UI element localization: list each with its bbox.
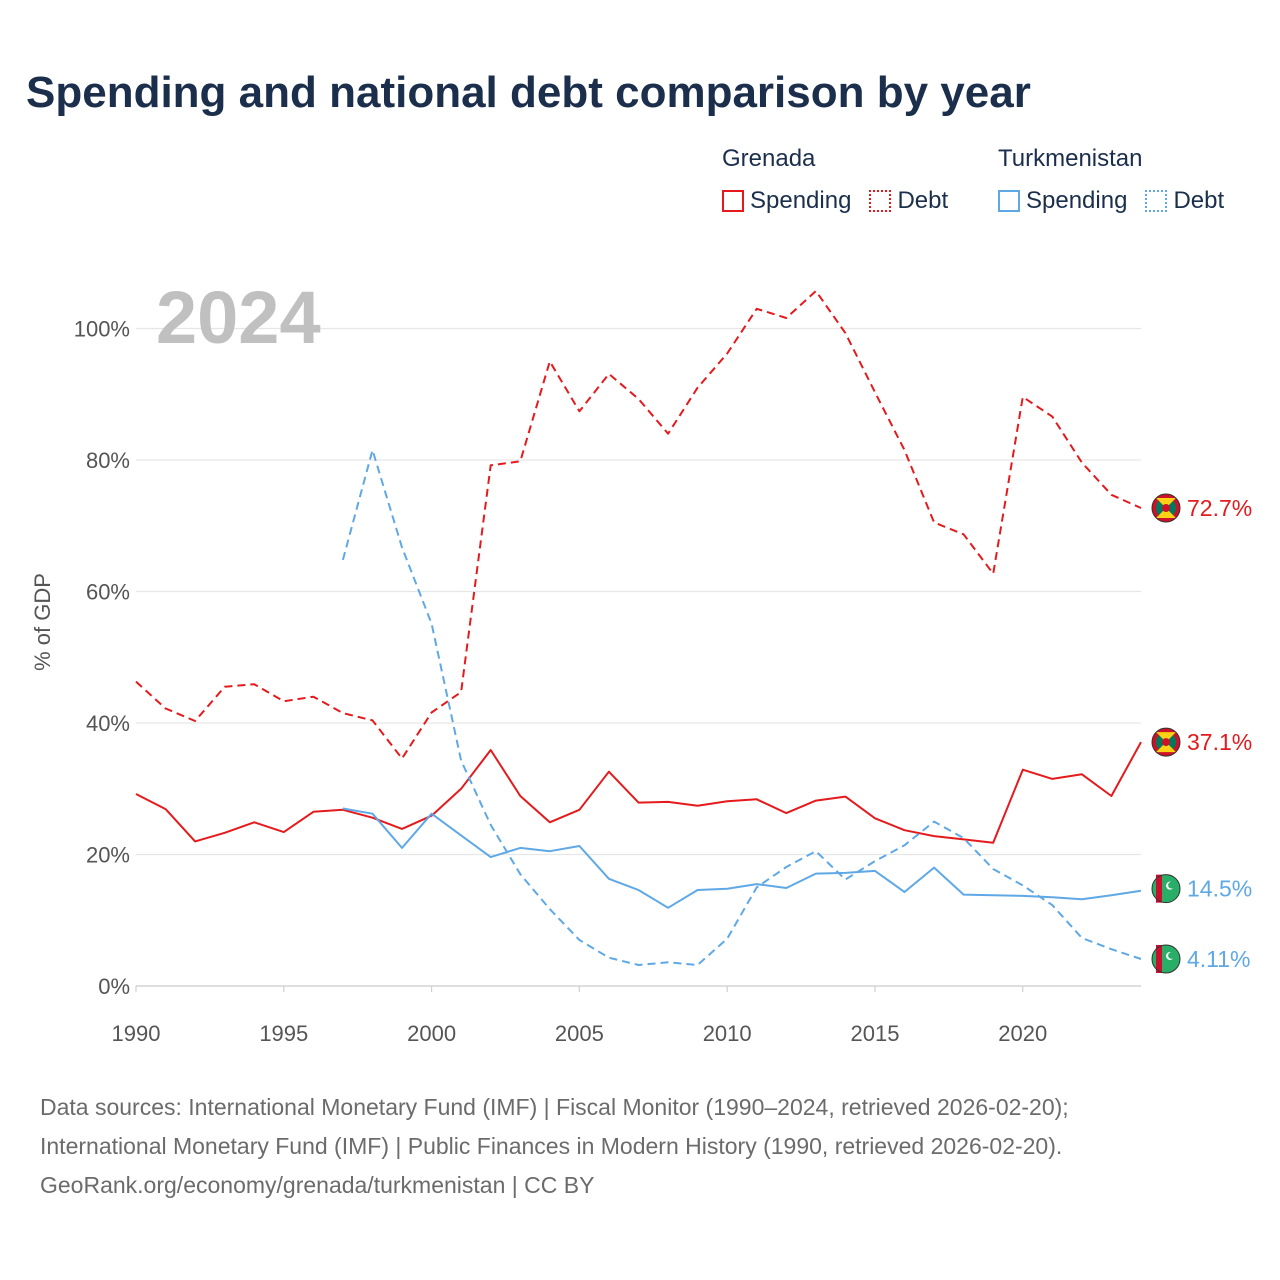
- end-value-label: 4.11%: [1187, 946, 1251, 972]
- x-tick-label: 1995: [259, 1021, 308, 1046]
- end-value-label: 37.1%: [1187, 729, 1252, 755]
- source-line-3: GeoRank.org/economy/grenada/turkmenistan…: [40, 1172, 595, 1198]
- legend-label: Debt: [897, 187, 949, 214]
- chart-title: Spending and national debt comparison by…: [26, 68, 1031, 117]
- end-markers: 72.7% 37.1% 14.5% 4.11%: [1151, 493, 1252, 974]
- legend-group-name: Turkmenistan: [998, 145, 1143, 172]
- series-line-turkmenistan-debt[interactable]: [341, 449, 1142, 966]
- turkmenistan-flag-icon: [1151, 944, 1181, 974]
- end-value-label: 72.7%: [1187, 495, 1252, 521]
- line-chart: 2024 0% 20% 40% 60% 80% 100% 1990 1995 2000 2005…: [30, 276, 1252, 1046]
- x-tick-label: 2020: [998, 1021, 1047, 1046]
- grenada-flag-icon: [1151, 727, 1181, 757]
- series-line-turkmenistan-spending[interactable]: [342, 807, 1142, 909]
- legend-item-grenada-spending[interactable]: Spending: [722, 187, 851, 215]
- legend-group-turkmenistan: Turkmenistan Spending Debt: [998, 145, 1242, 215]
- y-tick-label: 60%: [86, 580, 130, 605]
- y-tick-label: 40%: [86, 711, 130, 736]
- x-tick-label: 2000: [407, 1021, 456, 1046]
- legend-group-name: Grenada: [722, 145, 816, 172]
- end-value-label: 14.5%: [1187, 876, 1252, 902]
- source-line-1: Data sources: International Monetary Fun…: [40, 1094, 1069, 1120]
- y-axis: 0% 20% 40% 60% 80% 100%: [74, 317, 130, 1000]
- series-line-grenada-spending[interactable]: [135, 741, 1142, 844]
- legend-label: Spending: [750, 187, 852, 214]
- legend-item-turkmenistan-debt[interactable]: Debt: [1145, 187, 1224, 215]
- y-tick-label: 80%: [86, 448, 130, 473]
- y-tick-label: 100%: [74, 317, 130, 342]
- legend-label: Debt: [1173, 187, 1225, 214]
- x-axis: 1990 1995 2000 2005 2010 2015 2020: [112, 985, 1141, 1046]
- series-line-grenada-debt[interactable]: [135, 290, 1142, 760]
- current-year-label: 2024: [156, 276, 321, 359]
- legend-group-grenada: Grenada Spending Debt: [722, 145, 966, 215]
- source-line-2: International Monetary Fund (IMF) | Publ…: [40, 1133, 1063, 1159]
- legend-label: Spending: [1026, 187, 1128, 214]
- grid: [136, 327, 1141, 987]
- legend-item-grenada-debt[interactable]: Debt: [869, 187, 948, 215]
- source-note: Data sources: International Monetary Fun…: [40, 1088, 1260, 1205]
- x-tick-label: 2005: [555, 1021, 604, 1046]
- y-tick-label: 20%: [86, 843, 130, 868]
- grenada-flag-icon: [1151, 493, 1181, 523]
- turkmenistan-flag-icon: [1151, 874, 1181, 904]
- x-tick-label: 1990: [112, 1021, 161, 1046]
- dotted-line-swatch-icon: [1145, 190, 1168, 212]
- solid-line-swatch-icon: [722, 190, 744, 212]
- y-axis-label: % of GDP: [30, 573, 55, 671]
- x-tick-label: 2015: [850, 1021, 899, 1046]
- series: [135, 290, 1142, 966]
- solid-line-swatch-icon: [998, 190, 1020, 212]
- y-tick-label: 0%: [98, 974, 130, 999]
- legend-item-turkmenistan-spending[interactable]: Spending: [998, 187, 1127, 215]
- x-tick-label: 2010: [703, 1021, 752, 1046]
- dotted-line-swatch-icon: [869, 190, 892, 212]
